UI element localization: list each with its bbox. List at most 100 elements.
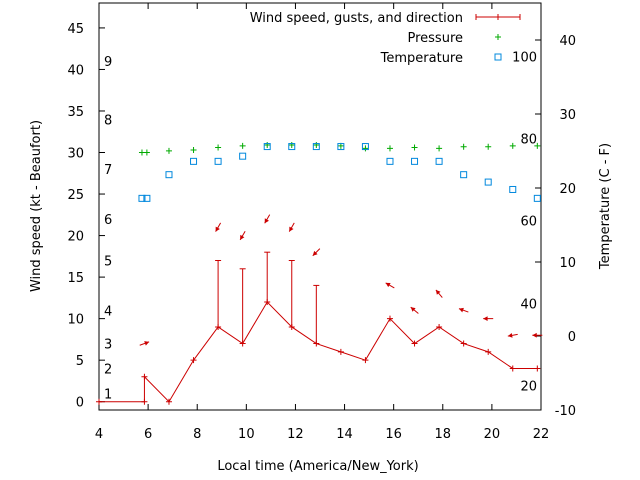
temperature-point bbox=[509, 185, 517, 193]
pressure-point bbox=[313, 142, 320, 149]
y-tick-label: 20 bbox=[67, 230, 84, 245]
x-tick-label: 20 bbox=[484, 427, 501, 442]
wind-speed-point bbox=[165, 398, 172, 405]
temperature-point bbox=[143, 194, 151, 202]
temperature-point bbox=[533, 194, 541, 202]
wind-direction-arrow-head bbox=[289, 226, 294, 232]
y2-tick-label: 40 bbox=[559, 34, 576, 49]
wind-direction-arrow bbox=[215, 222, 222, 232]
temperature-point bbox=[435, 157, 443, 165]
wind-direction-arrow-head bbox=[483, 316, 488, 322]
x-tick-label: 6 bbox=[144, 427, 152, 442]
wind-direction-arrow-head bbox=[215, 226, 220, 232]
fahrenheit-label: 40 bbox=[520, 297, 537, 312]
x-tick-label: 8 bbox=[193, 427, 201, 442]
wind-direction-arrow bbox=[532, 332, 543, 338]
pressure-point bbox=[264, 142, 271, 149]
pressure-point bbox=[509, 142, 516, 149]
temperature-point bbox=[484, 178, 492, 186]
beaufort-label: 4 bbox=[104, 304, 112, 319]
wind-direction-arrow bbox=[458, 307, 469, 313]
temperature-point bbox=[214, 157, 222, 165]
wind-speed-point bbox=[239, 340, 246, 347]
wind-speed-point bbox=[190, 357, 197, 364]
wind-speed-point bbox=[460, 340, 467, 347]
legend-label: Pressure bbox=[407, 31, 463, 46]
temperature-point bbox=[263, 143, 271, 151]
temperature-point bbox=[239, 152, 247, 160]
y-tick-label: 15 bbox=[67, 271, 84, 286]
x-tick-label: 4 bbox=[95, 427, 103, 442]
y2-axis-title: Temperature (C - F) bbox=[598, 143, 613, 270]
y-tick-label: 40 bbox=[67, 63, 84, 78]
wind-speed-point bbox=[436, 323, 443, 330]
wind-speed-line bbox=[99, 301, 538, 403]
x-tick-label: 14 bbox=[336, 427, 353, 442]
x-tick-label: 22 bbox=[533, 427, 550, 442]
wind-direction-arrow bbox=[264, 214, 271, 224]
wind-direction-arrow bbox=[410, 306, 419, 314]
beaufort-label: 6 bbox=[104, 213, 112, 228]
wind-direction-arrow bbox=[288, 222, 295, 232]
temperature-point bbox=[165, 171, 173, 179]
beaufort-label: 5 bbox=[104, 254, 112, 269]
wind-direction-arrow-head bbox=[410, 307, 416, 312]
fahrenheit-label: 100 bbox=[512, 50, 537, 65]
pressure-point bbox=[165, 147, 172, 154]
temperature-point bbox=[337, 143, 345, 151]
wind-speed-point bbox=[534, 365, 541, 372]
pressure-point bbox=[362, 145, 369, 152]
legend-label: Wind speed, gusts, and direction bbox=[250, 11, 463, 26]
wind-direction-arrow bbox=[139, 341, 150, 346]
fahrenheit-label: 20 bbox=[520, 380, 537, 395]
x-axis-title: Local time (America/New_York) bbox=[217, 459, 418, 474]
x-tick-label: 10 bbox=[238, 427, 255, 442]
wind-speed-point bbox=[264, 299, 271, 306]
fahrenheit-label: 80 bbox=[520, 132, 537, 147]
temperature-point bbox=[386, 157, 394, 165]
beaufort-label: 7 bbox=[104, 163, 112, 178]
wind-speed-point bbox=[141, 373, 148, 380]
wind-direction-arrow bbox=[385, 282, 395, 289]
wind-direction-arrow-head bbox=[144, 341, 150, 346]
wind-direction-arrow-head bbox=[458, 307, 464, 313]
pressure-point bbox=[436, 145, 443, 152]
pressure-point bbox=[215, 144, 222, 151]
wind-direction-arrow-head bbox=[507, 332, 513, 338]
wind-direction-arrow-head bbox=[264, 218, 269, 224]
wind-direction-arrow-head bbox=[532, 332, 537, 338]
wind-speed-point bbox=[288, 323, 295, 330]
beaufort-label: 2 bbox=[104, 362, 112, 377]
wind-speed-point bbox=[96, 398, 102, 405]
y-tick-label: 30 bbox=[67, 147, 84, 162]
legend-swatch-pressure bbox=[495, 34, 501, 40]
temperature-point bbox=[460, 171, 468, 179]
wind-speed-point bbox=[411, 340, 418, 347]
wind-direction-arrow-head bbox=[435, 289, 441, 295]
pressure-point bbox=[288, 142, 295, 149]
wind-speed-point bbox=[313, 340, 320, 347]
y2-tick-label: 0 bbox=[568, 330, 576, 345]
wind-direction-arrow-head bbox=[385, 282, 391, 288]
wind-speed-point bbox=[337, 348, 344, 355]
series-layer bbox=[96, 142, 543, 405]
fahrenheit-label: 60 bbox=[520, 215, 537, 230]
wind-direction-arrow-head bbox=[240, 234, 245, 240]
legend-label: Temperature bbox=[380, 51, 463, 66]
plot-frame bbox=[98, 2, 542, 411]
beaufort-label: 3 bbox=[104, 338, 112, 353]
wind-direction-arrow-head bbox=[312, 250, 318, 256]
temperature-point bbox=[312, 143, 320, 151]
fahrenheit-scale: 20 40 60 80 100 bbox=[512, 50, 537, 394]
pressure-point bbox=[386, 145, 393, 152]
y-axis-right: -10 0 10 20 30 40 bbox=[535, 34, 576, 419]
wind-speed-point bbox=[386, 315, 393, 322]
legend-swatch-wind bbox=[495, 14, 501, 20]
temperature-point bbox=[411, 157, 419, 165]
wind-direction-arrow bbox=[507, 332, 518, 338]
temperature-point bbox=[288, 143, 296, 151]
y2-tick-label: 10 bbox=[559, 256, 576, 271]
y-tick-label: 0 bbox=[76, 396, 84, 411]
wind-speed-point bbox=[485, 348, 492, 355]
